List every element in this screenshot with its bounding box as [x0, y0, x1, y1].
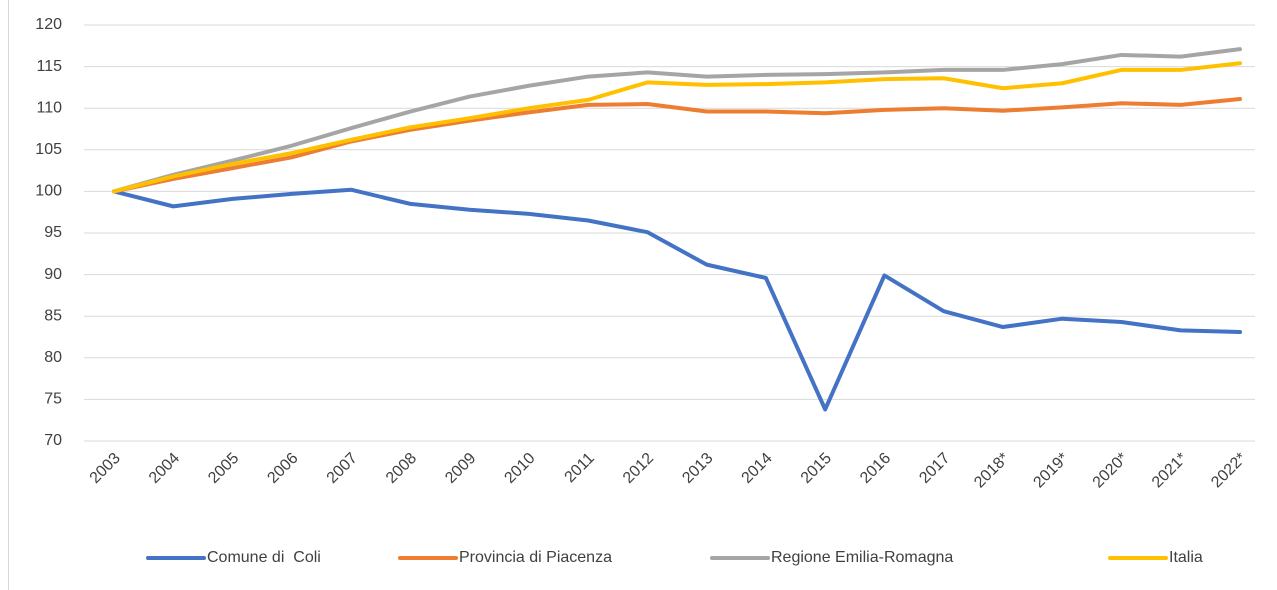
- x-tick-label: 2007: [324, 450, 361, 487]
- series-line: [112, 97, 1242, 194]
- series-line: [112, 61, 1242, 194]
- x-tick-label: 2020*: [1090, 450, 1132, 492]
- x-tick-label: 2009: [442, 450, 479, 487]
- legend-label: Comune di Coli: [207, 549, 321, 566]
- legend-label: Regione Emilia-Romagna: [771, 549, 953, 566]
- y-tick-label: 80: [44, 349, 62, 366]
- x-tick-label: 2003: [87, 450, 124, 487]
- x-tick-label: 2011: [562, 450, 598, 486]
- y-tick-label: 95: [44, 224, 62, 241]
- x-tick-label: 2013: [679, 450, 716, 487]
- x-tick-label: 2005: [205, 450, 242, 487]
- x-tick-label: 2014: [739, 450, 776, 487]
- y-tick-label: 105: [35, 141, 62, 158]
- y-tick-label: 85: [44, 307, 62, 324]
- y-tick-label: 115: [36, 58, 62, 75]
- x-tick-label: 2012: [620, 450, 657, 487]
- y-tick-label: 75: [44, 391, 62, 408]
- y-tick-label: 100: [35, 183, 62, 200]
- x-tick-label: 2015: [798, 450, 835, 487]
- x-tick-label: 2022*: [1208, 450, 1250, 492]
- legend-label: Provincia di Piacenza: [459, 549, 612, 566]
- series-line: [112, 187, 1242, 412]
- x-tick-label: 2016: [857, 450, 894, 487]
- series-line: [112, 47, 1242, 194]
- y-tick-label: 70: [44, 432, 62, 449]
- x-tick-label: 2004: [146, 450, 183, 487]
- x-tick-label: 2006: [264, 450, 301, 487]
- y-tick-label: 120: [35, 16, 62, 33]
- y-tick-label: 90: [44, 266, 62, 283]
- y-tick-label: 110: [36, 99, 62, 116]
- x-tick-label: 2021*: [1149, 450, 1191, 492]
- x-tick-label: 2010: [501, 450, 538, 487]
- x-tick-label: 2008: [383, 450, 420, 487]
- x-tick-label: 2017: [916, 450, 953, 487]
- x-tick-label: 2018*: [971, 450, 1013, 492]
- x-tick-label: 2019*: [1030, 450, 1072, 492]
- legend-label: Italia: [1169, 549, 1203, 566]
